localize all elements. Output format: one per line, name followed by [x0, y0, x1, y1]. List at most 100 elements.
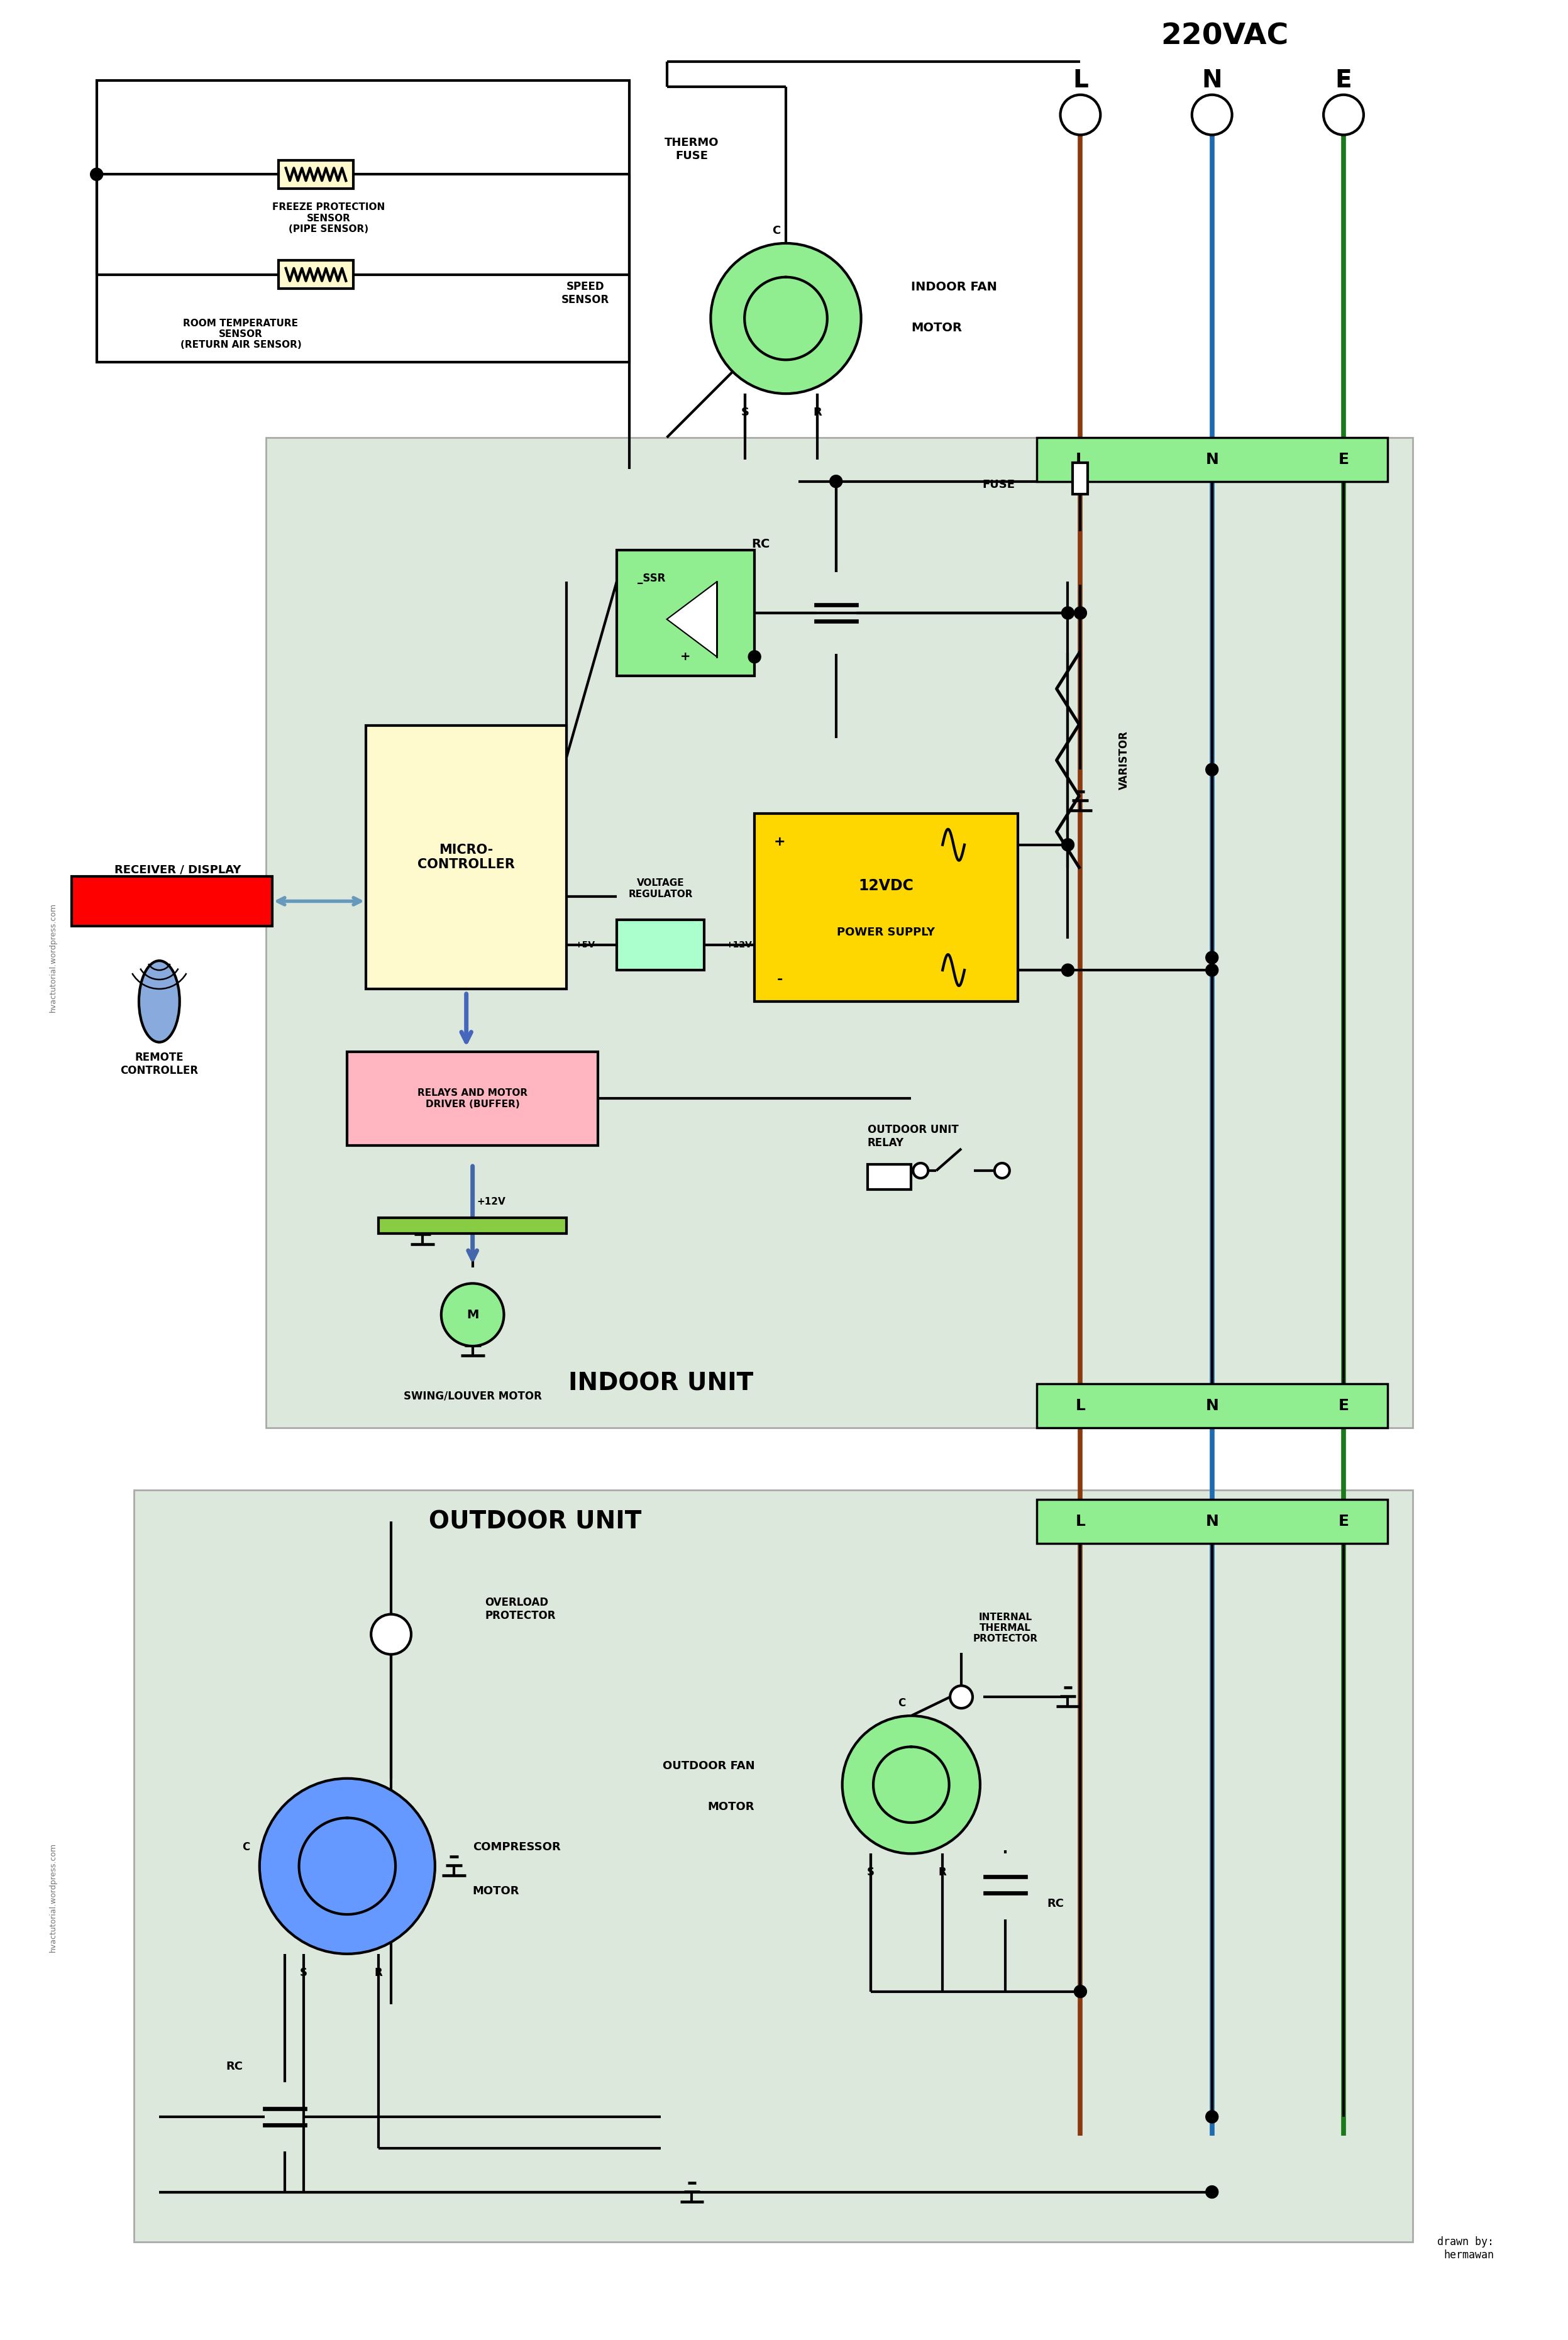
Text: E: E [1338, 1514, 1348, 1528]
Ellipse shape [140, 962, 180, 1041]
Text: COMPRESSOR: COMPRESSOR [472, 1842, 560, 1853]
Bar [1036, 438, 1388, 482]
Text: 220VAC: 220VAC [1160, 23, 1289, 51]
Text: S: S [867, 1867, 875, 1879]
Text: OUTDOOR FAN: OUTDOOR FAN [662, 1760, 754, 1771]
Circle shape [1206, 763, 1218, 777]
Bar [754, 814, 1018, 1002]
Text: FUSE: FUSE [983, 480, 1014, 489]
Bar [279, 260, 353, 288]
Text: R: R [939, 1867, 947, 1879]
Circle shape [842, 1715, 980, 1853]
Polygon shape [666, 583, 717, 658]
Text: INTERNAL
THERMAL
PROTECTOR: INTERNAL THERMAL PROTECTOR [972, 1612, 1038, 1643]
Text: OUTDOOR UNIT: OUTDOOR UNIT [430, 1509, 641, 1533]
Text: R: R [375, 1968, 383, 1977]
Text: THERMO
FUSE: THERMO FUSE [665, 138, 720, 161]
Bar [267, 438, 1413, 1427]
Text: drawn by:
hermawan: drawn by: hermawan [1438, 2237, 1494, 2260]
Circle shape [1062, 838, 1074, 852]
Text: ROOM TEMPERATURE
SENSOR
(RETURN AIR SENSOR): ROOM TEMPERATURE SENSOR (RETURN AIR SENS… [180, 318, 301, 349]
Text: SWING/LOUVER MOTOR: SWING/LOUVER MOTOR [403, 1390, 541, 1402]
Text: N: N [1206, 1514, 1218, 1528]
Text: OVERLOAD
PROTECTOR: OVERLOAD PROTECTOR [485, 1596, 555, 1622]
Text: L: L [1073, 68, 1088, 91]
Text: POWER SUPPLY: POWER SUPPLY [837, 927, 935, 938]
Circle shape [1206, 964, 1218, 976]
Circle shape [372, 1615, 411, 1654]
Text: L: L [1076, 1514, 1085, 1528]
Circle shape [441, 1282, 503, 1345]
Text: FREEZE PROTECTION
SENSOR
(PIPE SENSOR): FREEZE PROTECTION SENSOR (PIPE SENSOR) [273, 204, 384, 234]
Circle shape [1062, 964, 1074, 976]
Bar [1036, 1500, 1388, 1544]
Circle shape [1206, 952, 1218, 964]
Bar [378, 1217, 566, 1233]
Circle shape [1192, 94, 1232, 136]
Text: M: M [467, 1308, 478, 1320]
Bar [1073, 463, 1088, 494]
Bar [97, 80, 629, 363]
Text: 12VDC: 12VDC [859, 877, 914, 894]
Text: +12V: +12V [726, 941, 753, 950]
Text: RECEIVER / DISPLAY: RECEIVER / DISPLAY [114, 863, 241, 875]
Text: E: E [1338, 1397, 1348, 1413]
Circle shape [829, 475, 842, 487]
Circle shape [1206, 2111, 1218, 2122]
Circle shape [260, 1778, 434, 1954]
Bar [279, 159, 353, 190]
Circle shape [950, 1685, 972, 1708]
Text: RC: RC [226, 2062, 243, 2073]
Text: hvactutorial.wordpress.com: hvactutorial.wordpress.com [49, 903, 56, 1013]
Text: C: C [773, 225, 781, 236]
Circle shape [710, 243, 861, 393]
Circle shape [913, 1163, 928, 1177]
Text: INDOOR UNIT: INDOOR UNIT [568, 1371, 753, 1395]
Bar [135, 1491, 1413, 2242]
Text: C: C [898, 1696, 906, 1708]
Bar [1036, 1383, 1388, 1427]
Text: +: + [773, 835, 786, 847]
Text: VARISTOR: VARISTOR [1118, 730, 1131, 789]
Text: -: - [776, 973, 782, 985]
Bar [616, 920, 704, 971]
Text: RC: RC [751, 538, 770, 550]
Text: N: N [1206, 1397, 1218, 1413]
Text: +5V: +5V [575, 941, 596, 950]
Text: E: E [1336, 68, 1352, 91]
Circle shape [748, 651, 760, 662]
Text: _SSR: _SSR [637, 573, 665, 585]
Text: S: S [299, 1968, 307, 1977]
Circle shape [994, 1163, 1010, 1177]
Text: +: + [681, 651, 691, 662]
Text: VOLTAGE
REGULATOR: VOLTAGE REGULATOR [629, 877, 693, 899]
Text: REMOTE
CONTROLLER: REMOTE CONTROLLER [121, 1053, 198, 1076]
Bar [347, 1051, 597, 1147]
Text: INDOOR FAN: INDOOR FAN [911, 281, 997, 292]
Text: RC: RC [1047, 1898, 1063, 1909]
Text: C: C [243, 1842, 251, 1853]
Text: S: S [742, 407, 750, 419]
Circle shape [1062, 606, 1074, 620]
Bar [867, 1165, 911, 1189]
Circle shape [1060, 94, 1101, 136]
Text: RELAYS AND MOTOR
DRIVER (BUFFER): RELAYS AND MOTOR DRIVER (BUFFER) [417, 1088, 527, 1109]
Text: N: N [1201, 68, 1221, 91]
Circle shape [91, 168, 103, 180]
Text: E: E [1338, 452, 1348, 468]
Text: MOTOR: MOTOR [472, 1886, 519, 1898]
Text: +12V: +12V [477, 1198, 506, 1207]
Text: MOTOR: MOTOR [911, 323, 963, 335]
Text: R: R [812, 407, 822, 419]
Text: MOTOR: MOTOR [707, 1802, 754, 1811]
Circle shape [1206, 2186, 1218, 2197]
Bar [365, 725, 566, 990]
Text: hvactutorial.wordpress.com: hvactutorial.wordpress.com [49, 1842, 56, 1952]
Text: N: N [1206, 452, 1218, 468]
Bar [72, 875, 273, 927]
Text: MICRO-
CONTROLLER: MICRO- CONTROLLER [417, 845, 514, 870]
Text: OUTDOOR UNIT
RELAY: OUTDOOR UNIT RELAY [867, 1123, 958, 1149]
Circle shape [1074, 1984, 1087, 1998]
Circle shape [1074, 606, 1087, 620]
Text: L: L [1076, 452, 1085, 468]
